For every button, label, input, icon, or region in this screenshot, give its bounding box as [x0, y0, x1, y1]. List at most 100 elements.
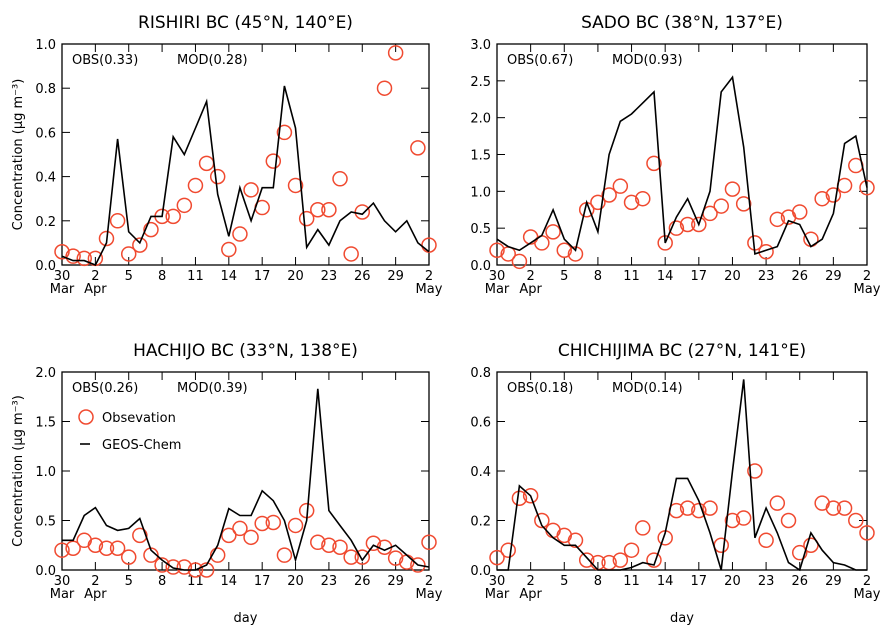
annotation: MOD(0.14): [612, 381, 683, 396]
x-tick-label-line: Mar: [485, 587, 510, 602]
x-tick-label: 2 Apr: [519, 574, 542, 602]
x-tick-label-line: 5: [560, 574, 568, 589]
x-tick-label-line: Mar: [50, 282, 75, 297]
observation-marker: [612, 552, 629, 568]
x-tick-label-line: 8: [158, 269, 166, 284]
observation-marker: [635, 520, 651, 536]
x-tick-label: 17: [254, 574, 271, 589]
observation-marker: [276, 124, 293, 141]
observation-marker: [646, 155, 662, 172]
y-tick-label: 2.5: [470, 75, 491, 90]
x-tick-label: 2 Apr: [84, 269, 107, 297]
x-tick-label-line: 29: [825, 574, 842, 589]
observation-marker: [65, 248, 81, 264]
x-tick-label-line: 30: [489, 269, 506, 284]
y-tick-label: 1.0: [35, 465, 56, 480]
x-tick-label-line: 2: [526, 269, 534, 284]
x-tick-label-line: 20: [287, 269, 304, 284]
observation-marker: [769, 495, 786, 511]
observation-marker: [165, 559, 181, 575]
observation-marker: [691, 502, 707, 519]
y-tick-label: 0.5: [35, 515, 56, 530]
legend-label: Obsevation: [102, 411, 176, 426]
observation-marker: [198, 562, 215, 578]
y-tick-label: 2.0: [35, 366, 56, 381]
annotation: MOD(0.39): [177, 381, 248, 396]
x-tick-label-line: 30: [489, 574, 506, 589]
annotation: MOD(0.28): [177, 53, 248, 68]
observation-marker: [545, 224, 561, 240]
observation-marker: [265, 153, 282, 169]
x-tick-label-line: May: [854, 282, 881, 297]
y-tick-label: 0.0: [470, 259, 491, 274]
x-tick-label-line: Apr: [519, 282, 542, 297]
x-tick-label-line: 17: [254, 269, 271, 284]
observation-marker: [76, 250, 92, 267]
observation-marker: [321, 537, 337, 553]
x-tick-label: 2 May: [416, 269, 443, 297]
observation-marker: [668, 220, 685, 236]
x-tick-label: 11: [187, 269, 204, 284]
x-tick-label: 29: [825, 574, 842, 589]
observation-marker: [500, 542, 516, 558]
observation-marker: [601, 187, 617, 203]
x-tick-label: 26: [791, 269, 808, 284]
observation-marker: [376, 80, 393, 96]
observation-marker: [176, 559, 193, 575]
x-tick-label-line: 23: [321, 269, 338, 284]
x-tick-label: 20: [724, 574, 741, 589]
legend-marker: [78, 409, 94, 425]
y-tick-label: 1.5: [35, 416, 56, 431]
x-tick-label-line: 20: [724, 269, 741, 284]
x-tick-label-line: 2: [425, 574, 433, 589]
observation-marker: [198, 155, 215, 172]
x-tick-label-line: 30: [54, 574, 71, 589]
observation-marker: [814, 190, 830, 207]
x-tick-label: 26: [354, 269, 371, 284]
model-line: [62, 388, 430, 571]
observation-marker: [803, 537, 819, 553]
x-axis-label: day: [234, 611, 258, 626]
y-tick-label: 0.0: [35, 259, 56, 274]
x-tick-label: 2 Apr: [84, 574, 107, 602]
observation-marker: [421, 534, 437, 551]
observation-marker: [332, 171, 348, 187]
y-tick-label: 0.6: [35, 126, 56, 141]
observation-marker: [590, 194, 606, 211]
observation-marker: [635, 190, 651, 207]
observation-marker: [578, 552, 595, 568]
y-tick-label: 0.8: [470, 366, 491, 381]
x-tick-label-line: May: [854, 587, 881, 602]
observation-marker: [343, 549, 359, 565]
x-tick-label: 17: [254, 269, 271, 284]
observation-marker: [132, 527, 148, 544]
observation-marker: [780, 512, 797, 529]
observation-marker: [243, 529, 259, 546]
observation-marker: [836, 177, 853, 194]
observation-marker: [120, 246, 137, 262]
observation-marker: [98, 230, 115, 247]
x-tick-label-line: 14: [657, 574, 674, 589]
observation-marker: [98, 540, 115, 556]
y-tick-label: 1.0: [35, 38, 56, 53]
y-tick-label: 0.0: [35, 564, 56, 579]
x-tick-label-line: 5: [125, 574, 133, 589]
legend-label: GEOS-Chem: [102, 438, 181, 453]
x-tick-label-line: 17: [691, 269, 708, 284]
x-tick-label-line: 11: [623, 574, 640, 589]
y-tick-label: 1.5: [470, 149, 491, 164]
x-tick-label: 8: [594, 574, 602, 589]
observation-marker: [221, 241, 237, 258]
y-tick-label: 0.5: [470, 222, 491, 237]
observation-marker: [522, 488, 539, 504]
observation-marker: [713, 198, 729, 214]
observation-marker: [421, 237, 437, 253]
y-tick-label: 0.2: [470, 515, 491, 530]
observation-marker: [310, 534, 326, 551]
x-tick-label-line: 23: [321, 574, 338, 589]
x-tick-label-line: 30: [54, 269, 71, 284]
observation-marker: [143, 221, 159, 238]
y-tick-label: 0.6: [470, 416, 491, 431]
x-tick-label: 8: [594, 269, 602, 284]
x-tick-label: 23: [758, 574, 775, 589]
